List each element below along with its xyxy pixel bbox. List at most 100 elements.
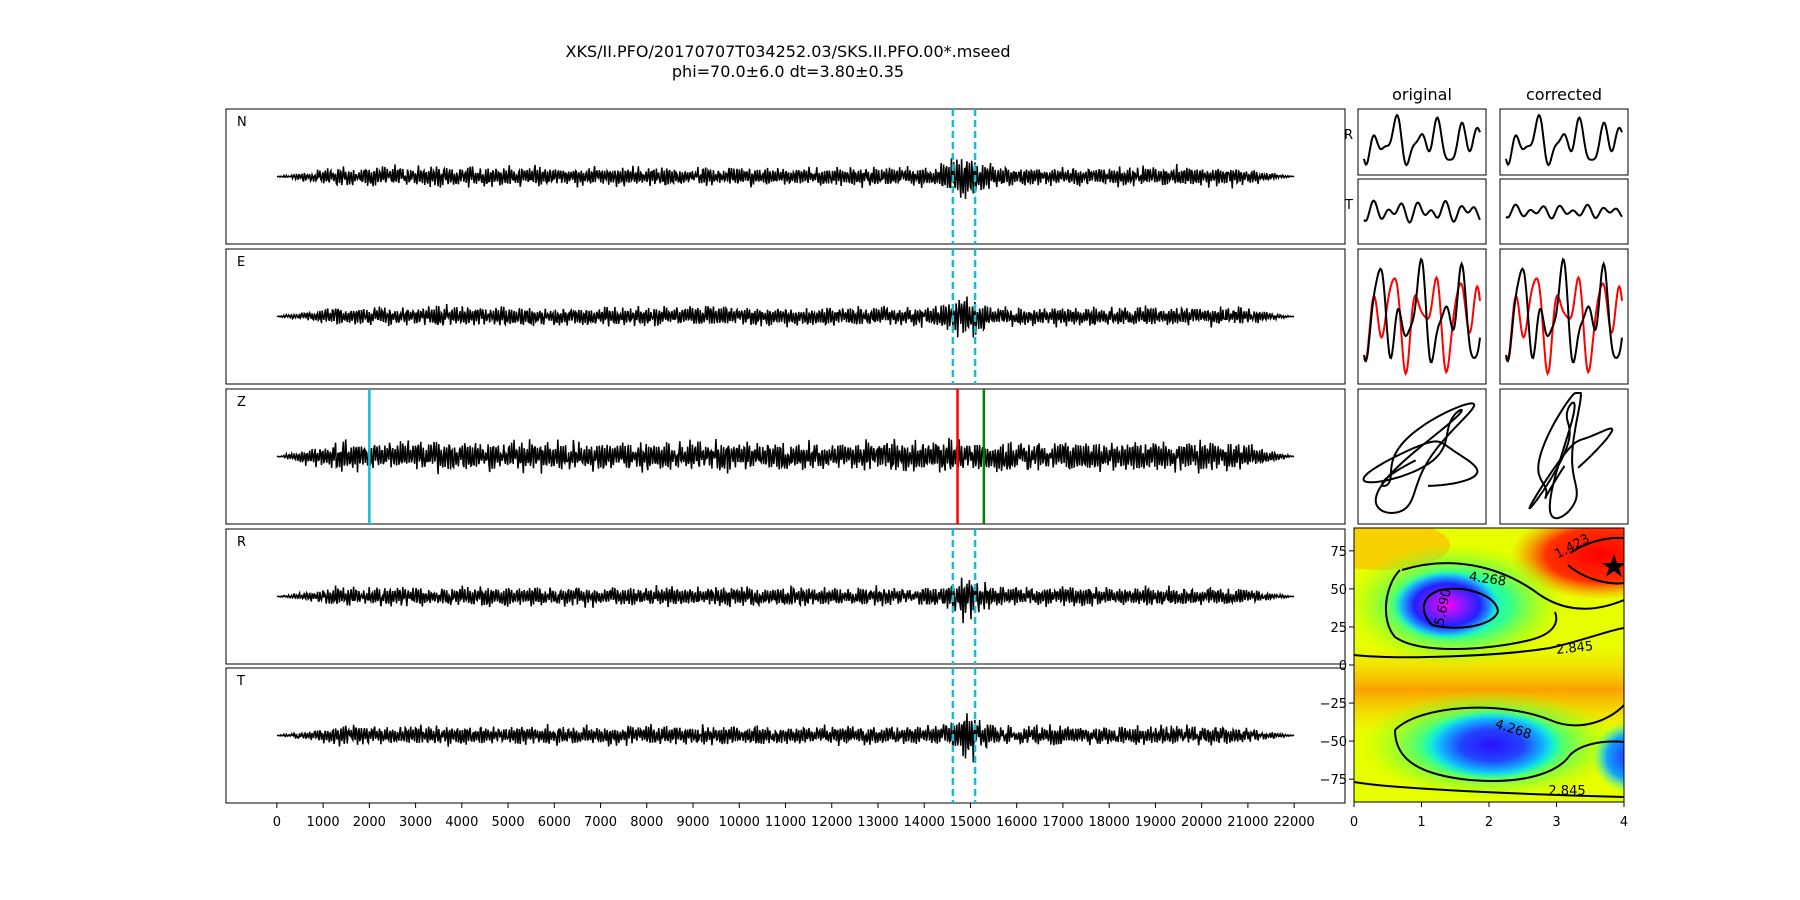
contour-2845-lower — [1354, 781, 1624, 798]
x-tick-label: 12000 — [811, 815, 852, 830]
x-tick-label: 8000 — [630, 815, 663, 830]
panel-Z: Z — [225, 388, 1346, 525]
panel-frame — [225, 248, 1346, 385]
contour-4268-upper — [1384, 562, 1624, 650]
pm-trace-red — [1363, 275, 1481, 376]
panel-E: E — [225, 248, 1346, 385]
row-label-T: T — [1344, 198, 1353, 213]
hm-y-tick-label: −50 — [1320, 735, 1347, 750]
panel-frame — [225, 388, 1346, 525]
pm-frame — [1499, 108, 1629, 176]
trace-Z — [276, 437, 1295, 475]
pm-frame — [1357, 388, 1487, 525]
contour-5690 — [1422, 587, 1500, 629]
contour-4268-lower — [1394, 704, 1624, 782]
channel-label: T — [236, 674, 245, 689]
pm-trace-T — [1505, 203, 1623, 220]
contour-label-2845-lower: 2.845 — [1548, 784, 1585, 799]
column-title-1: corrected — [1526, 85, 1602, 104]
particle-motion — [1362, 402, 1479, 515]
particle-motion — [1528, 392, 1614, 520]
pm-frame — [1499, 248, 1629, 385]
hm-x-tick-label: 2 — [1485, 815, 1493, 830]
trace-T — [276, 713, 1295, 763]
panel-T: T — [225, 667, 1346, 804]
contour-1423 — [1569, 536, 1624, 554]
seismogram-panels: N E Z R T 0 1000 2000 3000 4000 5000 6000 7000 8000 90… — [225, 108, 1346, 830]
pm-frame — [1357, 178, 1487, 245]
x-tick-label: 3000 — [399, 815, 432, 830]
hm-x-tick-label: 4 — [1620, 815, 1628, 830]
heatmap-axes: 0 1 2 3 4 75 50 25 0 −25 −50 −75 — [1320, 545, 1629, 830]
x-tick-label: 11000 — [765, 815, 806, 830]
x-tick-label: 21000 — [1227, 815, 1268, 830]
contour-lines — [1354, 536, 1624, 798]
x-tick-label: 20000 — [1181, 815, 1222, 830]
pm-trace-red — [1505, 275, 1623, 376]
row-label-R: R — [1344, 128, 1353, 143]
x-tick-label: 1000 — [307, 815, 340, 830]
x-tick-label: 10000 — [719, 815, 760, 830]
contour-label-2845-upper: 2.845 — [1555, 639, 1594, 658]
hm-x-tick-label: 3 — [1552, 815, 1560, 830]
channel-label: E — [237, 255, 245, 270]
pm-trace-R — [1505, 113, 1623, 167]
x-tick-label: 7000 — [584, 815, 617, 830]
pm-cell-1-2 — [1499, 248, 1629, 385]
x-tick-label: 6000 — [538, 815, 571, 830]
contour-1423-lower — [1567, 564, 1624, 585]
x-tick-label: 13000 — [857, 815, 898, 830]
pm-trace-black — [1505, 257, 1623, 364]
x-tick-label: 22000 — [1273, 815, 1314, 830]
pm-frame — [1499, 178, 1629, 245]
panel-N: N — [225, 108, 1346, 245]
x-tick-label: 15000 — [950, 815, 991, 830]
x-tick-label: 16000 — [996, 815, 1037, 830]
hm-y-tick-label: −75 — [1320, 773, 1347, 788]
channel-label: Z — [237, 395, 246, 410]
trace-E — [276, 296, 1295, 338]
x-tick-label: 5000 — [492, 815, 525, 830]
pm-trace-T — [1363, 199, 1481, 224]
contour-2845-upper — [1354, 627, 1624, 659]
x-tick-label: 17000 — [1042, 815, 1083, 830]
seismogram-x-axis: 0 1000 2000 3000 4000 5000 6000 7000 8000 9000 100… — [273, 803, 1315, 830]
pm-cell-0-1 — [1357, 178, 1487, 245]
hm-x-tick-label: 0 — [1350, 815, 1358, 830]
x-tick-label: 18000 — [1088, 815, 1129, 830]
pm-cell-1-0 — [1499, 108, 1629, 176]
pm-trace-R — [1363, 113, 1481, 167]
pm-frame — [1499, 388, 1629, 525]
hm-x-tick-label: 1 — [1417, 815, 1425, 830]
pm-frame — [1357, 108, 1487, 176]
x-tick-label: 0 — [273, 815, 281, 830]
heatmap-blob-right — [1593, 722, 1624, 792]
pm-cell-0-0 — [1357, 108, 1487, 176]
figure-title-line1: XKS/II.PFO/20170707T034252.03/SKS.II.PFO… — [566, 42, 1011, 61]
figure-title-line2: phi=70.0±6.0 dt=3.80±0.35 — [672, 62, 904, 81]
channel-label: R — [237, 535, 246, 550]
x-tick-label: 14000 — [904, 815, 945, 830]
x-tick-label: 19000 — [1135, 815, 1176, 830]
panel-R: R — [225, 528, 1346, 665]
trace-R — [276, 577, 1295, 624]
pm-cell-1-1 — [1499, 178, 1629, 245]
contour-label-4268-upper: 4.268 — [1468, 570, 1507, 590]
hm-y-tick-label: 75 — [1330, 545, 1347, 560]
heatmap-blob-lower — [1422, 710, 1562, 780]
pm-trace-black — [1363, 257, 1481, 364]
hm-y-tick-label: 0 — [1339, 659, 1347, 674]
hm-y-tick-label: 50 — [1330, 583, 1347, 598]
hm-y-tick-label: −25 — [1320, 697, 1347, 712]
hm-y-tick-label: 25 — [1330, 621, 1347, 636]
x-tick-label: 2000 — [353, 815, 386, 830]
pm-frame — [1357, 248, 1487, 385]
trace-N — [276, 158, 1295, 200]
x-tick-label: 4000 — [445, 815, 478, 830]
panel-frame — [225, 108, 1346, 245]
heatmap-blob-upper — [1392, 570, 1502, 640]
pm-cell-1-3 — [1499, 388, 1629, 525]
pm-cell-0-3 — [1357, 388, 1487, 525]
